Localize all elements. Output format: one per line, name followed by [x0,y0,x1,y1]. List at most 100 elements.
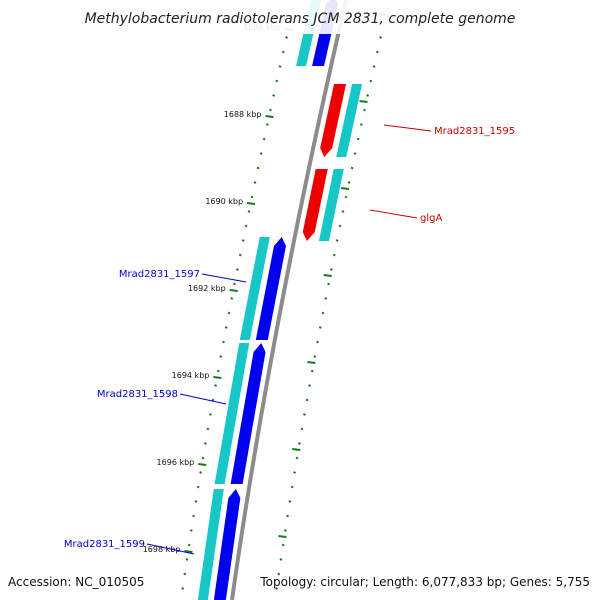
minor-tick-right [288,500,292,503]
minor-tick-left [181,587,185,590]
minor-tick-right [275,587,279,590]
minor-tick-left [224,326,228,329]
minor-tick-right [341,210,345,213]
minor-tick-left [233,282,237,286]
minor-tick-left [216,369,220,373]
minor-tick-left [285,36,289,39]
minor-tick-left [208,413,212,416]
minor-tick-right [324,297,328,300]
minor-tick-left [192,514,196,518]
minor-tick-right [318,326,322,329]
kbp-tick-label: 1694 kbp [172,371,210,380]
cds-forward-arrow [255,237,286,340]
minor-tick-right [335,239,339,242]
minor-tick-left [194,500,198,503]
accession-text: Accession: NC_010505 [8,575,144,589]
minor-tick-left [211,398,215,402]
minor-tick-right [366,94,370,97]
minor-tick-left [262,137,266,141]
minor-tick-left [256,166,260,170]
minor-tick-left [278,65,282,68]
minor-tick-right [286,514,290,518]
major-tick-left [198,463,207,466]
minor-tick-right [302,413,306,416]
gene-leader-line [179,393,227,405]
kbp-tick-label: 1692 kbp [188,284,226,293]
minor-tick-right [305,398,309,402]
gene-leader-line [146,543,195,555]
minor-tick-right [344,195,348,199]
minor-tick-right [295,456,299,460]
major-tick-left [184,550,193,553]
major-tick-left [246,202,256,205]
minor-tick-right [283,529,287,532]
major-tick-right [278,535,287,538]
kbp-tick-label: 1688 kbp [224,110,262,119]
minor-tick-right [313,355,317,358]
gene-callouts: Mrad2831_1595 glgA Mrad2831_1597 Mrad2831_1… [64,124,515,555]
minor-tick-right [375,50,379,54]
minor-tick-left [269,108,272,112]
minor-tick-left [272,94,276,97]
minor-tick-left [227,311,231,315]
minor-tick-left [235,268,239,271]
minor-tick-right [279,558,283,561]
cds-reverse-arrow [320,84,347,157]
gene-features [197,0,363,600]
minor-tick-left [183,572,187,576]
gene-label: Mrad2831_1598 [97,389,178,400]
minor-tick-right [300,427,304,431]
gene-band [239,237,270,340]
minor-tick-right [329,268,333,271]
minor-tick-left [219,355,223,358]
minor-tick-left [222,340,225,344]
gene-band [197,489,224,600]
cds-reverse-arrow [302,169,328,241]
major-tick-left [265,115,274,118]
minor-tick-right [359,123,363,126]
minor-tick-left [214,384,218,387]
gene-label: Mrad2831_1599 [64,539,145,550]
minor-tick-right [353,152,357,155]
gene-label: glgA [420,213,442,224]
genome-backbone [230,0,348,600]
minor-tick-right [356,137,360,141]
minor-tick-right [308,384,312,387]
minor-tick-right [379,36,383,39]
gene-label: Mrad2831_1595 [434,126,515,137]
minor-tick-right [297,442,301,445]
cds-forward-arrow [230,343,266,484]
minor-tick-right [372,65,376,68]
major-tick-left [213,376,222,379]
minor-tick-left [253,181,257,184]
minor-tick-right [281,543,285,547]
kbp-tick-label: 1690 kbp [205,197,243,206]
minor-tick-left [244,224,248,228]
gene-leader-line [383,124,432,132]
minor-tick-left [206,427,210,431]
major-tick-right [292,448,301,451]
gene-leader-line [201,273,247,283]
minor-tick-right [293,471,297,474]
gene-leader-line [369,209,418,219]
minor-tick-left [241,239,245,242]
minor-tick-left [281,50,285,54]
genome-summary-text: Topology: circular; Length: 6,077,833 bp… [259,575,590,589]
minor-tick-left [259,152,263,155]
minor-tick-left [201,456,205,460]
minor-tick-left [196,485,200,489]
minor-tick-right [316,340,319,344]
small-tick-marks [181,7,389,590]
minor-tick-right [369,79,373,83]
major-tick-left [229,289,238,292]
minor-tick-right [290,485,294,489]
title-backdrop [0,0,600,34]
major-tick-right [307,361,316,364]
minor-tick-left [265,123,269,126]
major-tick-right [323,274,332,277]
major-tick-right [359,100,368,103]
minor-tick-right [321,311,325,315]
minor-tick-right [327,282,331,286]
minor-tick-left [203,442,207,445]
